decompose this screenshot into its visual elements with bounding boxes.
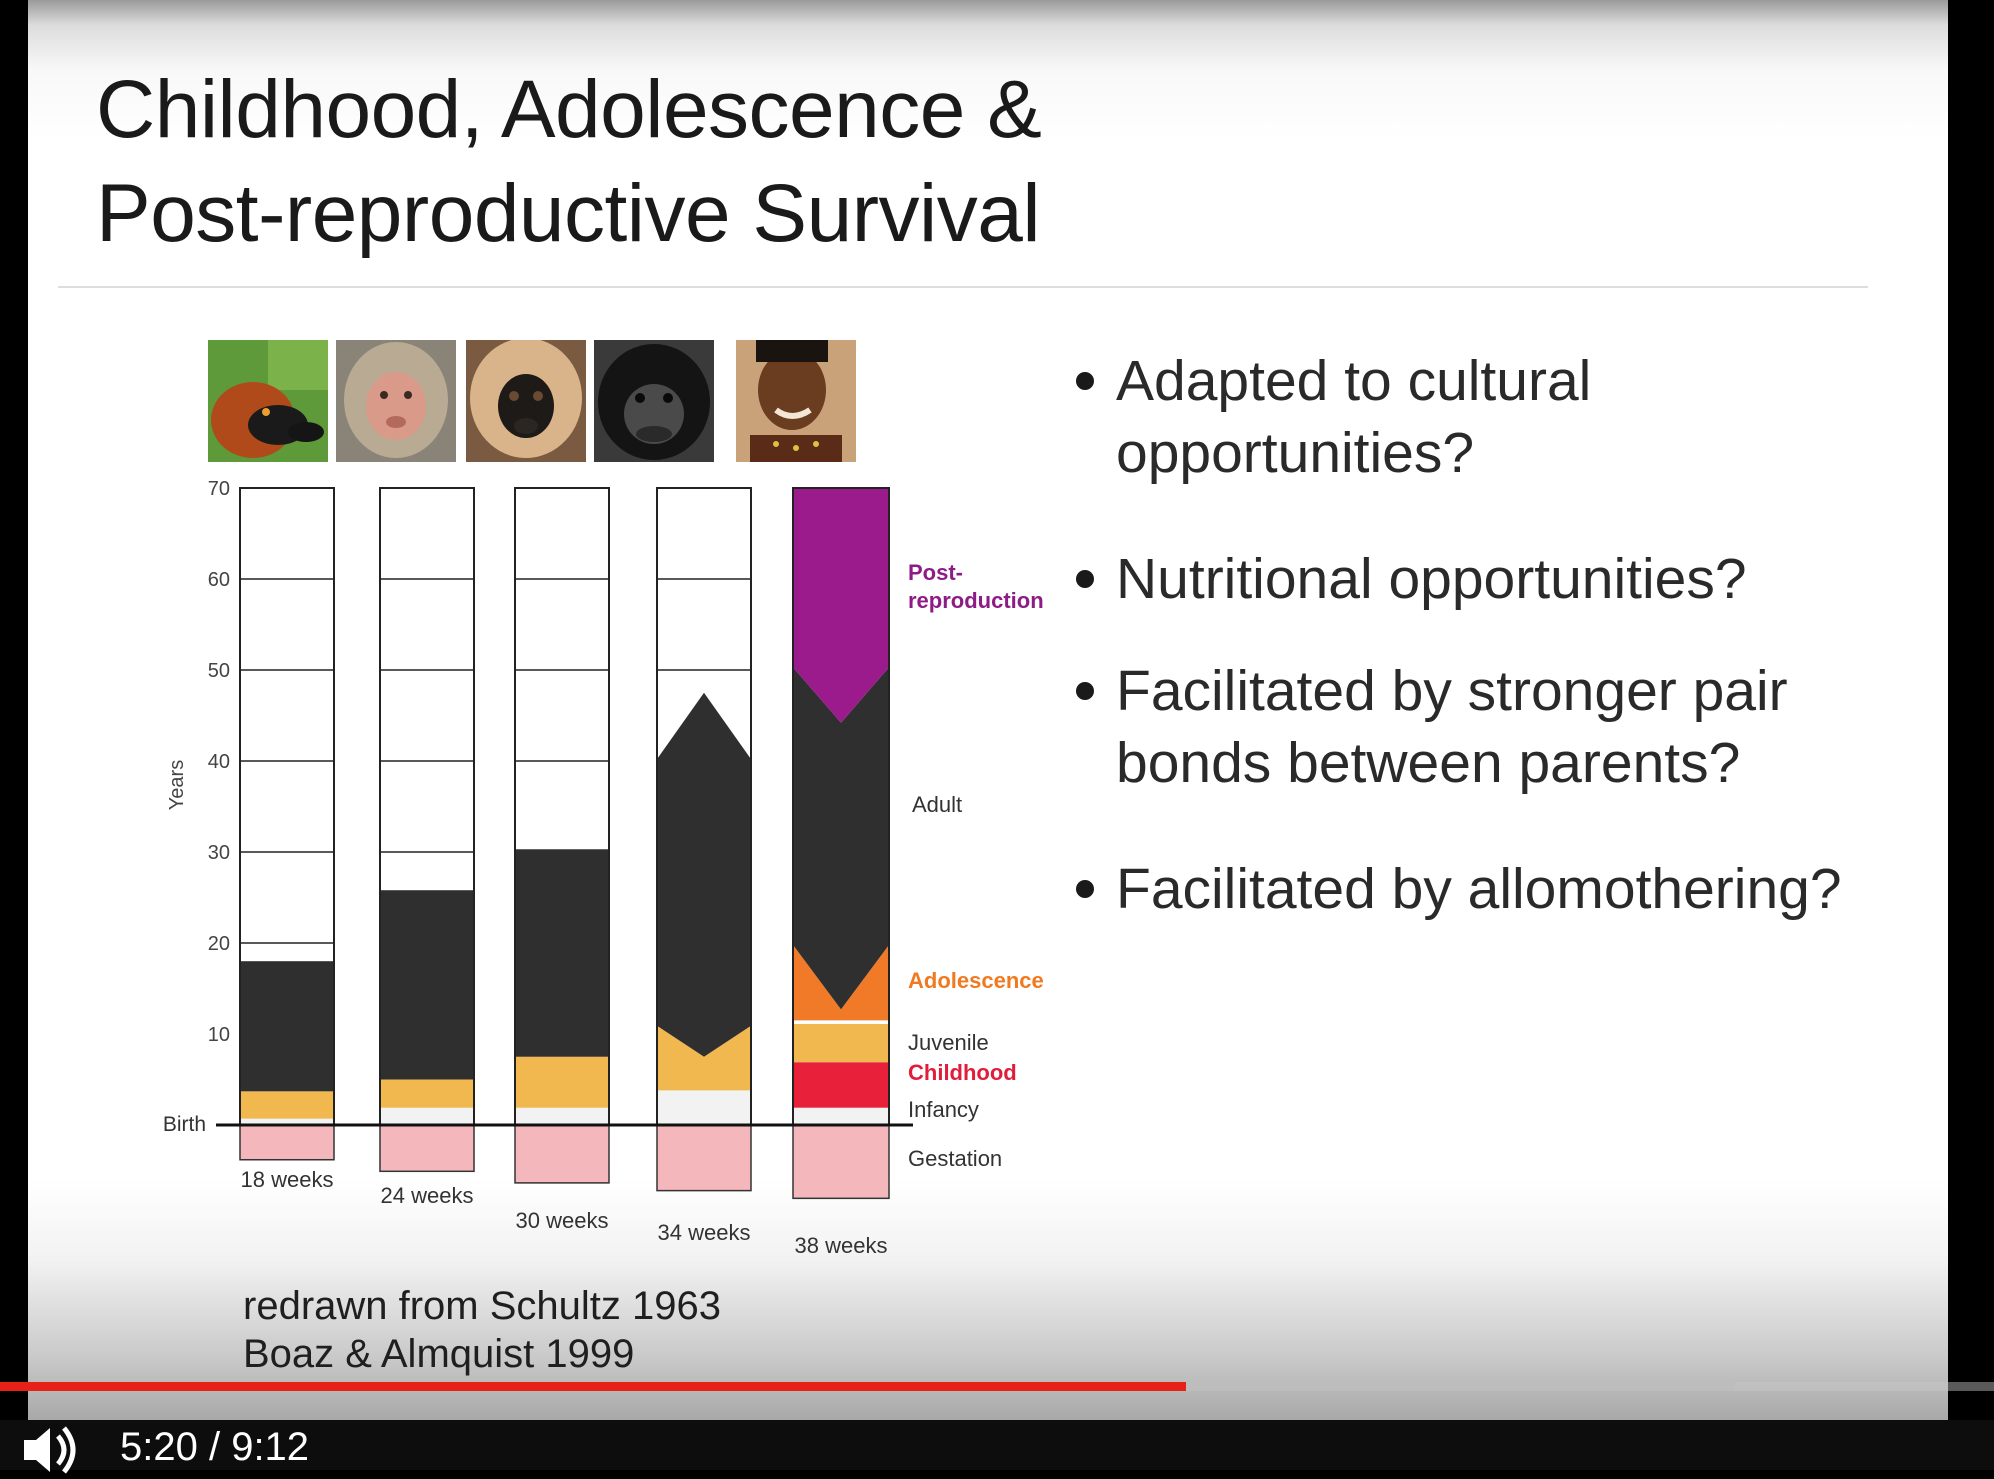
gibbon-photo xyxy=(466,340,586,462)
infancy-segment xyxy=(657,1090,751,1125)
volume-icon xyxy=(24,1426,76,1474)
birth-label: Birth xyxy=(163,1113,206,1136)
title-divider xyxy=(58,286,1868,288)
citation: redrawn from Schultz 1963 Boaz & Almquis… xyxy=(243,1284,722,1376)
bar-category-label: 34 weeks xyxy=(658,1220,751,1245)
y-tick-label: 50 xyxy=(208,660,230,682)
stage-label: Childhood xyxy=(908,1060,1017,1085)
lemur-photo xyxy=(208,340,328,462)
y-tick-label: 10 xyxy=(208,1024,230,1046)
post-reproduction-segment xyxy=(793,488,889,723)
juvenile-segment xyxy=(380,1079,474,1108)
gestation-segment xyxy=(656,1124,752,1192)
gestation-segment xyxy=(239,1124,335,1161)
stage-label: Juvenile xyxy=(908,1030,989,1055)
juvenile-segment xyxy=(240,1091,334,1119)
stage-label: Gestation xyxy=(908,1146,1002,1171)
stage-label: Adolescence xyxy=(908,968,1044,993)
y-tick-label: 20 xyxy=(208,933,230,955)
y-tick-label: 60 xyxy=(208,569,230,591)
adult-segment xyxy=(240,961,334,1092)
stage-label: Adult xyxy=(912,792,962,817)
stage-label: Infancy xyxy=(908,1097,979,1122)
juvenile-segment xyxy=(793,1023,889,1063)
infancy-segment xyxy=(380,1107,474,1125)
childhood-segment xyxy=(793,1062,889,1108)
bar-category-label: 18 weeks xyxy=(241,1167,334,1192)
gestation-segment xyxy=(379,1124,475,1173)
time-display: 5:20 / 9:12 xyxy=(120,1425,310,1469)
player-controls: 5:20 / 9:12 xyxy=(0,1420,1994,1474)
y-tick-label: 30 xyxy=(208,842,230,864)
stage-label: reproduction xyxy=(908,588,1044,613)
chimpanzee-photo xyxy=(594,340,714,462)
bullet-item: Nutritional opportunities? xyxy=(1068,543,1938,615)
bullet-item: Facilitated by stronger pair bonds betwe… xyxy=(1068,655,1938,799)
life-history-chart: 18 weeks 24 weeks 30 weeks 34 weeks 38 weeks… xyxy=(163,478,1044,1258)
y-tick-label: 70 xyxy=(208,478,230,500)
y-tick-label: 40 xyxy=(208,751,230,773)
adult-segment xyxy=(793,667,889,1010)
bullet-item: Adapted to cultural opportunities? xyxy=(1068,345,1938,489)
juvenile-segment xyxy=(515,1056,609,1108)
gestation-segment xyxy=(514,1124,610,1184)
adult-segment xyxy=(657,692,751,1057)
volume-button[interactable] xyxy=(20,1422,84,1474)
infancy-segment xyxy=(793,1107,889,1125)
progress-bar[interactable] xyxy=(0,1382,1994,1391)
progress-played xyxy=(0,1382,1187,1391)
human-photo xyxy=(736,340,856,462)
adult-segment xyxy=(380,890,474,1080)
adolescence-segment xyxy=(793,944,889,1021)
bar-category-label: 38 weeks xyxy=(795,1233,888,1258)
stage-label: Post- xyxy=(908,560,963,585)
juvenile-segment xyxy=(657,1025,751,1091)
bullet-item: Facilitated by allomothering? xyxy=(1068,853,1938,925)
macaque-photo xyxy=(336,340,456,462)
y-axis-label: Years xyxy=(166,760,188,810)
bullet-list: Adapted to cultural opportunities? Nutri… xyxy=(1068,345,1938,979)
infancy-segment xyxy=(515,1107,609,1125)
infancy-segment xyxy=(240,1118,334,1125)
bar-category-label: 30 weeks xyxy=(516,1208,609,1233)
gestation-segment xyxy=(792,1124,890,1200)
bar-category-label: 24 weeks xyxy=(381,1183,474,1208)
slide-title: Childhood, Adolescence & Post-reproducti… xyxy=(96,64,1042,259)
adult-segment xyxy=(515,849,609,1057)
presentation-slide: Childhood, Adolescence & Post-reproducti… xyxy=(28,0,1948,1420)
